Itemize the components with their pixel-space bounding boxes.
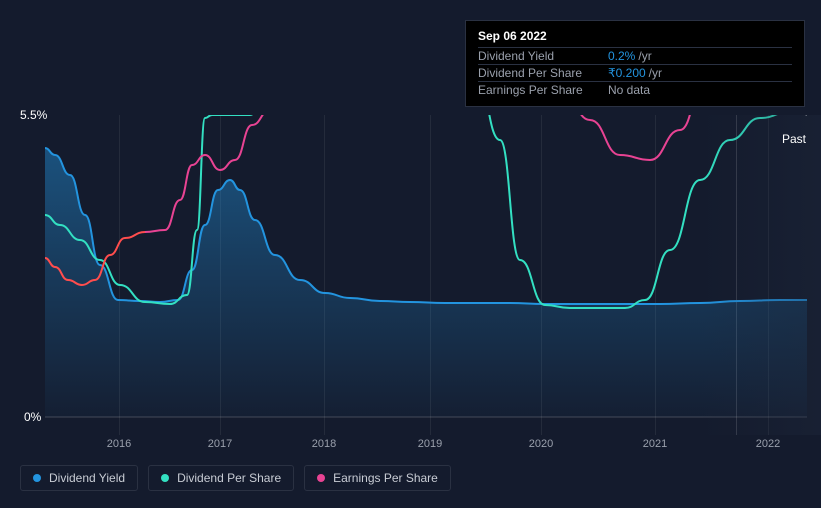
legend-label: Dividend Yield xyxy=(49,471,125,485)
tooltip-row-label: Earnings Per Share xyxy=(478,83,608,97)
x-axis-tick: 2019 xyxy=(418,438,442,450)
legend-dot-icon xyxy=(317,474,325,482)
x-axis-tick: 2022 xyxy=(756,438,780,450)
x-axis-tick: 2021 xyxy=(643,438,667,450)
legend-dot-icon xyxy=(33,474,41,482)
tooltip-date: Sep 06 2022 xyxy=(478,29,792,43)
x-axis-tick: 2017 xyxy=(208,438,232,450)
tooltip-row-value: ₹0.200 xyxy=(608,66,646,80)
y-axis-min: 0% xyxy=(24,410,41,424)
tooltip-row-label: Dividend Per Share xyxy=(478,66,608,80)
tooltip-row: Dividend Yield0.2%/yr xyxy=(478,47,792,64)
tooltip-row: Earnings Per ShareNo data xyxy=(478,81,792,98)
tooltip-row-value: 0.2% xyxy=(608,49,635,63)
tooltip-row: Dividend Per Share₹0.200/yr xyxy=(478,64,792,81)
legend-item[interactable]: Earnings Per Share xyxy=(304,465,451,491)
legend-label: Earnings Per Share xyxy=(333,471,438,485)
tooltip-row-unit: /yr xyxy=(638,49,651,63)
legend-item[interactable]: Dividend Per Share xyxy=(148,465,294,491)
past-label: Past xyxy=(782,132,806,146)
dividend-yield-line xyxy=(45,148,807,304)
x-axis-tick: 2018 xyxy=(312,438,336,450)
x-axis-tick: 2016 xyxy=(107,438,131,450)
tooltip: Sep 06 2022 Dividend Yield0.2%/yrDividen… xyxy=(465,20,805,107)
x-axis-tick: 2020 xyxy=(529,438,553,450)
dividend-per-share-line xyxy=(45,115,807,308)
legend-dot-icon xyxy=(161,474,169,482)
legend-item[interactable]: Dividend Yield xyxy=(20,465,138,491)
chart-canvas xyxy=(45,115,807,435)
legend-label: Dividend Per Share xyxy=(177,471,281,485)
tooltip-row-label: Dividend Yield xyxy=(478,49,608,63)
tooltip-row-value: No data xyxy=(608,83,650,97)
legend: Dividend Yield Dividend Per Share Earnings… xyxy=(20,465,451,491)
tooltip-row-unit: /yr xyxy=(649,66,662,80)
y-axis-max: 5.5% xyxy=(20,108,47,122)
